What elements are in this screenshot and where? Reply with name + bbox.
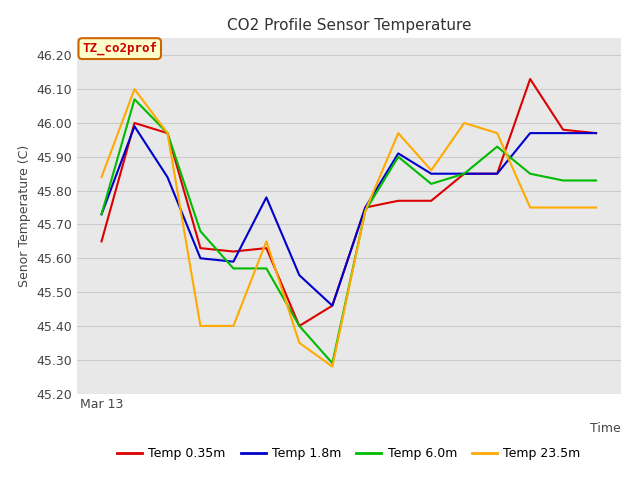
Temp 0.35m	[394, 198, 402, 204]
Temp 0.35m	[230, 249, 237, 254]
Temp 0.35m	[559, 127, 567, 132]
Line: Temp 1.8m: Temp 1.8m	[102, 126, 596, 306]
Temp 0.35m	[196, 245, 204, 251]
Temp 6.0m	[394, 154, 402, 160]
Temp 1.8m	[262, 194, 270, 200]
Temp 6.0m	[131, 96, 138, 102]
Temp 1.8m	[328, 303, 336, 309]
Temp 23.5m	[131, 86, 138, 92]
Temp 0.35m	[460, 171, 468, 177]
Temp 0.35m	[428, 198, 435, 204]
Text: Time: Time	[590, 422, 621, 435]
Temp 0.35m	[296, 323, 303, 329]
Text: TZ_co2prof: TZ_co2prof	[82, 42, 157, 55]
Temp 23.5m	[592, 204, 600, 210]
Temp 1.8m	[559, 130, 567, 136]
Temp 6.0m	[230, 265, 237, 271]
Temp 23.5m	[230, 323, 237, 329]
Temp 6.0m	[196, 228, 204, 234]
Temp 6.0m	[460, 171, 468, 177]
Temp 1.8m	[428, 171, 435, 177]
Y-axis label: Senor Temperature (C): Senor Temperature (C)	[17, 145, 31, 287]
Temp 1.8m	[296, 272, 303, 278]
Line: Temp 23.5m: Temp 23.5m	[102, 89, 596, 367]
Temp 6.0m	[164, 130, 172, 136]
Temp 6.0m	[526, 171, 534, 177]
Temp 1.8m	[526, 130, 534, 136]
Temp 1.8m	[592, 130, 600, 136]
Legend: Temp 0.35m, Temp 1.8m, Temp 6.0m, Temp 23.5m: Temp 0.35m, Temp 1.8m, Temp 6.0m, Temp 2…	[112, 443, 586, 466]
Temp 0.35m	[526, 76, 534, 82]
Temp 6.0m	[559, 178, 567, 183]
Temp 0.35m	[493, 171, 501, 177]
Temp 23.5m	[460, 120, 468, 126]
Temp 1.8m	[230, 259, 237, 264]
Temp 0.35m	[98, 239, 106, 244]
Temp 23.5m	[196, 323, 204, 329]
Temp 23.5m	[328, 364, 336, 370]
Temp 0.35m	[592, 130, 600, 136]
Temp 6.0m	[262, 265, 270, 271]
Line: Temp 0.35m: Temp 0.35m	[102, 79, 596, 326]
Line: Temp 6.0m: Temp 6.0m	[102, 99, 596, 363]
Temp 0.35m	[164, 130, 172, 136]
Temp 23.5m	[394, 130, 402, 136]
Temp 23.5m	[526, 204, 534, 210]
Temp 1.8m	[460, 171, 468, 177]
Temp 23.5m	[559, 204, 567, 210]
Temp 6.0m	[428, 181, 435, 187]
Temp 0.35m	[328, 303, 336, 309]
Temp 23.5m	[262, 239, 270, 244]
Temp 23.5m	[98, 174, 106, 180]
Temp 23.5m	[362, 208, 369, 214]
Temp 6.0m	[592, 178, 600, 183]
Temp 1.8m	[362, 204, 369, 210]
Temp 23.5m	[296, 340, 303, 346]
Temp 6.0m	[493, 144, 501, 150]
Temp 1.8m	[98, 211, 106, 217]
Temp 6.0m	[296, 323, 303, 329]
Temp 1.8m	[493, 171, 501, 177]
Temp 6.0m	[98, 211, 106, 217]
Temp 23.5m	[493, 130, 501, 136]
Temp 23.5m	[428, 168, 435, 173]
Temp 0.35m	[362, 204, 369, 210]
Temp 1.8m	[131, 123, 138, 129]
Temp 23.5m	[164, 130, 172, 136]
Temp 1.8m	[196, 255, 204, 261]
Title: CO2 Profile Sensor Temperature: CO2 Profile Sensor Temperature	[227, 18, 471, 33]
Temp 1.8m	[394, 151, 402, 156]
Temp 6.0m	[328, 360, 336, 366]
Temp 0.35m	[131, 120, 138, 126]
Temp 1.8m	[164, 174, 172, 180]
Temp 6.0m	[362, 208, 369, 214]
Temp 0.35m	[262, 245, 270, 251]
